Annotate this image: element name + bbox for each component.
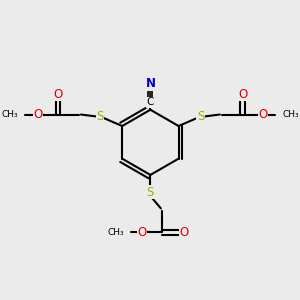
Text: C: C	[147, 97, 154, 107]
Text: O: O	[137, 226, 146, 239]
Text: O: O	[179, 226, 189, 239]
Text: O: O	[53, 88, 62, 101]
Text: S: S	[96, 110, 104, 123]
Text: CH₃: CH₃	[2, 110, 19, 119]
Text: CH₃: CH₃	[282, 110, 299, 119]
Text: S: S	[147, 186, 154, 199]
Text: N: N	[146, 77, 155, 90]
Text: O: O	[258, 108, 268, 121]
Text: O: O	[33, 108, 42, 121]
Text: CH₃: CH₃	[108, 228, 124, 237]
Text: O: O	[238, 88, 248, 101]
Text: S: S	[197, 110, 204, 123]
